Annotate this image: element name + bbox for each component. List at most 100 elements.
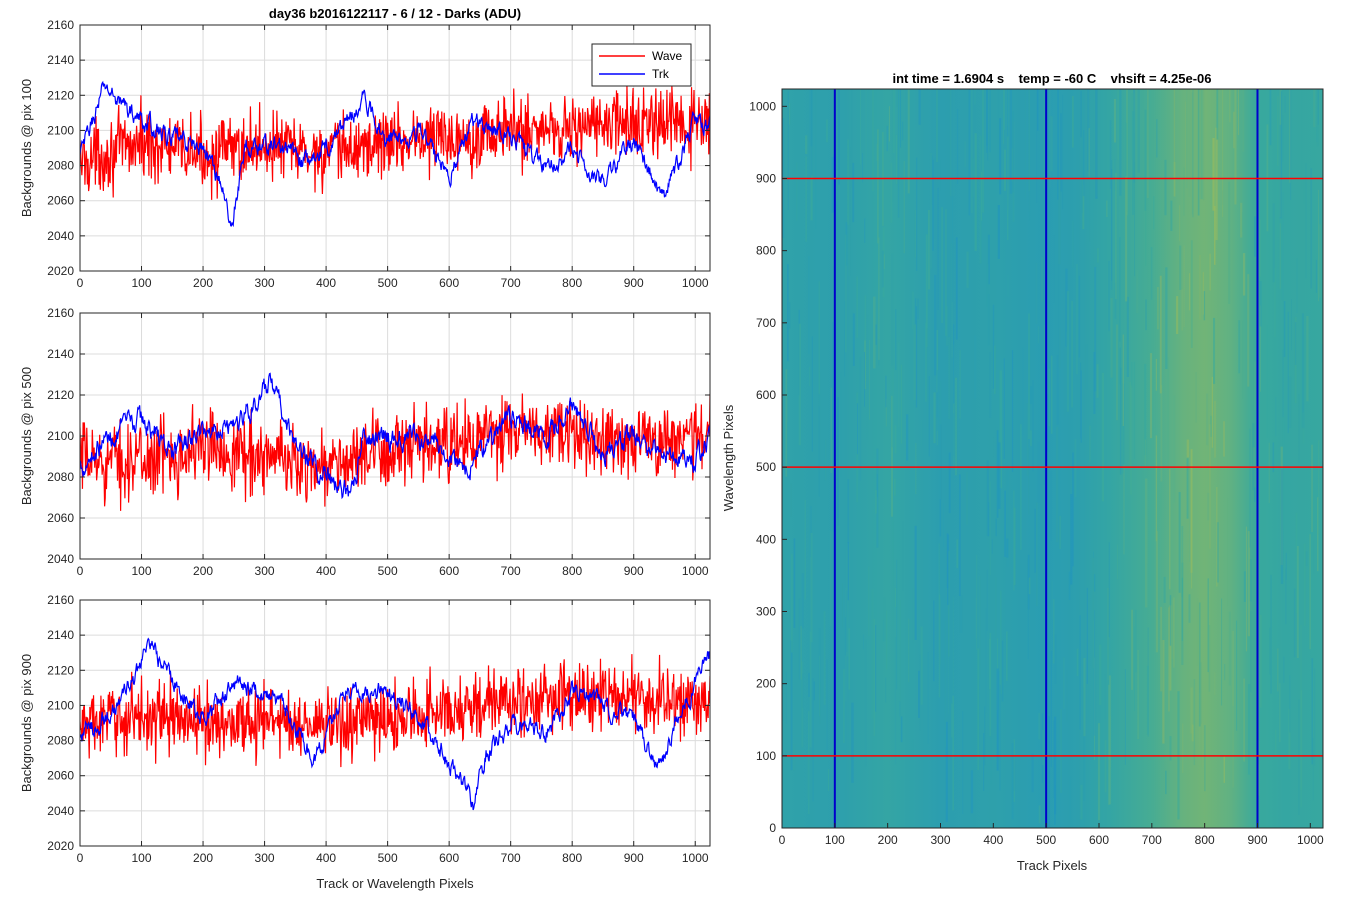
heatmap-streak bbox=[1207, 578, 1209, 673]
heatmap-streak bbox=[1176, 296, 1179, 334]
heatmap-streak bbox=[986, 569, 988, 631]
heatmap-streak bbox=[1210, 415, 1213, 437]
y-axis-label: Backgrounds @ pix 100 bbox=[19, 79, 34, 217]
x-tick-label: 0 bbox=[779, 833, 786, 847]
heatmap-streak bbox=[1056, 355, 1059, 425]
heatmap-streak bbox=[811, 89, 813, 176]
heatmap-streak bbox=[1046, 394, 1049, 452]
heatmap-streak bbox=[838, 89, 840, 185]
heatmap-streak bbox=[895, 309, 897, 371]
heatmap-streak bbox=[1089, 425, 1091, 462]
heatmap-streak bbox=[875, 490, 877, 514]
heatmap-streak bbox=[1228, 181, 1231, 304]
heatmap-streak bbox=[899, 89, 902, 148]
heatmap-streak bbox=[1277, 96, 1279, 166]
heatmap-streak bbox=[1317, 497, 1319, 572]
heatmap-streak bbox=[1232, 676, 1234, 788]
heatmap-streak bbox=[1269, 89, 1272, 146]
heatmap-streak bbox=[1221, 598, 1223, 706]
series-line-wave bbox=[80, 85, 710, 200]
heatmap-streak bbox=[1202, 272, 1204, 315]
heatmap-streak bbox=[1289, 675, 1291, 733]
heatmap-streak bbox=[1305, 551, 1308, 567]
series-line-wave bbox=[80, 393, 710, 511]
heatmap-streak bbox=[815, 495, 817, 523]
x-tick-label: 400 bbox=[316, 276, 336, 290]
heatmap-streak bbox=[936, 330, 939, 393]
heatmap-streak bbox=[945, 306, 949, 346]
heatmap-streak bbox=[1134, 609, 1137, 673]
heatmap-streak bbox=[958, 474, 961, 596]
x-tick-label: 800 bbox=[562, 851, 582, 865]
heatmap-streak bbox=[1036, 89, 1038, 203]
y-tick-label: 2100 bbox=[47, 429, 74, 443]
heatmap-streak bbox=[1072, 96, 1074, 148]
heatmap-streak bbox=[1314, 668, 1316, 766]
heatmap-streak bbox=[809, 89, 812, 178]
heatmap-streak bbox=[1198, 602, 1201, 727]
heatmap-streak bbox=[1132, 111, 1135, 215]
heatmap-streak bbox=[844, 617, 846, 656]
heatmap-streak bbox=[1279, 683, 1281, 742]
y-tick-label: 600 bbox=[756, 388, 776, 402]
heatmap-streak bbox=[890, 162, 893, 223]
heatmap-streak bbox=[1227, 498, 1229, 607]
heatmap-streak bbox=[823, 611, 826, 705]
heatmap-streak bbox=[934, 274, 937, 376]
chart-title: int time = 1.6904 s temp = -60 C vhsift … bbox=[892, 71, 1211, 86]
y-tick-label: 100 bbox=[756, 749, 776, 763]
heatmap-streak bbox=[1006, 631, 1008, 681]
heatmap-streak bbox=[798, 323, 801, 446]
heatmap-streak bbox=[1028, 313, 1031, 439]
heatmap-streak bbox=[1259, 614, 1262, 708]
heatmap-streak bbox=[1214, 672, 1216, 696]
heatmap-streak bbox=[1038, 805, 1041, 824]
heatmap-streak bbox=[872, 89, 874, 192]
heatmap-streak bbox=[1301, 89, 1303, 190]
heatmap-streak bbox=[1252, 337, 1254, 406]
heatmap-streak bbox=[1212, 138, 1215, 211]
heatmap-streak bbox=[1203, 291, 1206, 321]
heatmap-streak bbox=[1050, 471, 1052, 541]
heatmap-streak bbox=[1236, 620, 1238, 731]
heatmap-streak bbox=[1109, 120, 1112, 189]
heatmap-streak bbox=[997, 89, 1000, 184]
heatmap-streak bbox=[1313, 89, 1316, 128]
x-tick-label: 900 bbox=[624, 851, 644, 865]
heatmap-streak bbox=[1029, 386, 1033, 404]
series-line-trk bbox=[80, 637, 710, 811]
heatmap-streak bbox=[1190, 687, 1193, 734]
x-tick-label: 600 bbox=[439, 276, 459, 290]
x-tick-label: 100 bbox=[132, 276, 152, 290]
heatmap-streak bbox=[1296, 258, 1298, 314]
series-line-trk bbox=[80, 80, 710, 228]
heatmap-streak bbox=[974, 133, 977, 251]
heatmap-streak bbox=[1259, 281, 1262, 327]
overlay-lines bbox=[782, 89, 1323, 828]
heatmap-streak bbox=[1009, 89, 1013, 194]
heatmap-streak bbox=[1028, 89, 1030, 212]
heatmap-streak bbox=[1300, 788, 1302, 808]
heatmap-streak bbox=[886, 125, 888, 152]
heatmap-streak bbox=[888, 106, 890, 142]
series-line-trk bbox=[80, 372, 710, 500]
heatmap-streak bbox=[862, 634, 864, 650]
heatmap-streak bbox=[943, 503, 944, 547]
heatmap-streak bbox=[1179, 245, 1182, 290]
x-tick-label: 900 bbox=[624, 276, 644, 290]
heatmap-streak bbox=[1059, 515, 1062, 549]
heatmap-streak bbox=[892, 89, 895, 153]
heatmap-streak bbox=[971, 158, 974, 198]
heatmap-streak bbox=[987, 89, 989, 161]
heatmap-streak bbox=[1034, 508, 1036, 573]
heatmap-streak bbox=[1124, 669, 1126, 765]
heatmap-streak bbox=[810, 533, 813, 643]
heatmap-streak bbox=[885, 677, 887, 703]
heatmap-streak bbox=[1209, 424, 1211, 549]
heatmap-streak bbox=[1301, 313, 1304, 428]
heatmap-streak bbox=[1318, 189, 1319, 302]
heatmap-streak bbox=[1179, 205, 1181, 242]
heatmap-streak bbox=[809, 505, 812, 557]
heatmap-streak bbox=[818, 281, 820, 407]
